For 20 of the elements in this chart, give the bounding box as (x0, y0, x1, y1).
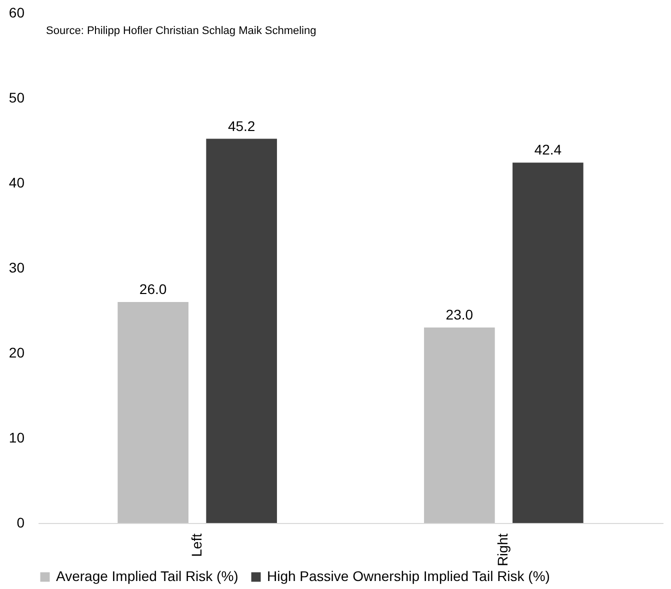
legend-label: High Passive Ownership Implied Tail Risk (%) (267, 568, 550, 584)
y-tick-label: 10 (8, 430, 25, 446)
bar (206, 138, 277, 523)
bar (424, 328, 495, 523)
x-tick-label: Left (188, 533, 204, 557)
data-label: 26.0 (139, 281, 167, 297)
x-tick-label: Right (494, 533, 511, 566)
annotation: Source: Philipp Hofler Christian Schlag Maik Schmeling (46, 25, 316, 37)
data-label: 42.4 (534, 142, 562, 158)
data-label: 23.0 (446, 306, 474, 322)
legend-label: Average Implied Tail Risk (%) (56, 568, 238, 584)
data-label: 45.2 (228, 118, 256, 134)
y-tick-label: 0 (16, 514, 25, 530)
y-tick-label: 30 (8, 260, 25, 276)
y-tick-label: 40 (8, 174, 25, 190)
bar (118, 302, 188, 523)
y-tick-label: 60 (8, 4, 25, 20)
y-tick-label: 50 (8, 90, 25, 106)
y-tick-label: 20 (8, 344, 25, 360)
bar (512, 162, 584, 523)
